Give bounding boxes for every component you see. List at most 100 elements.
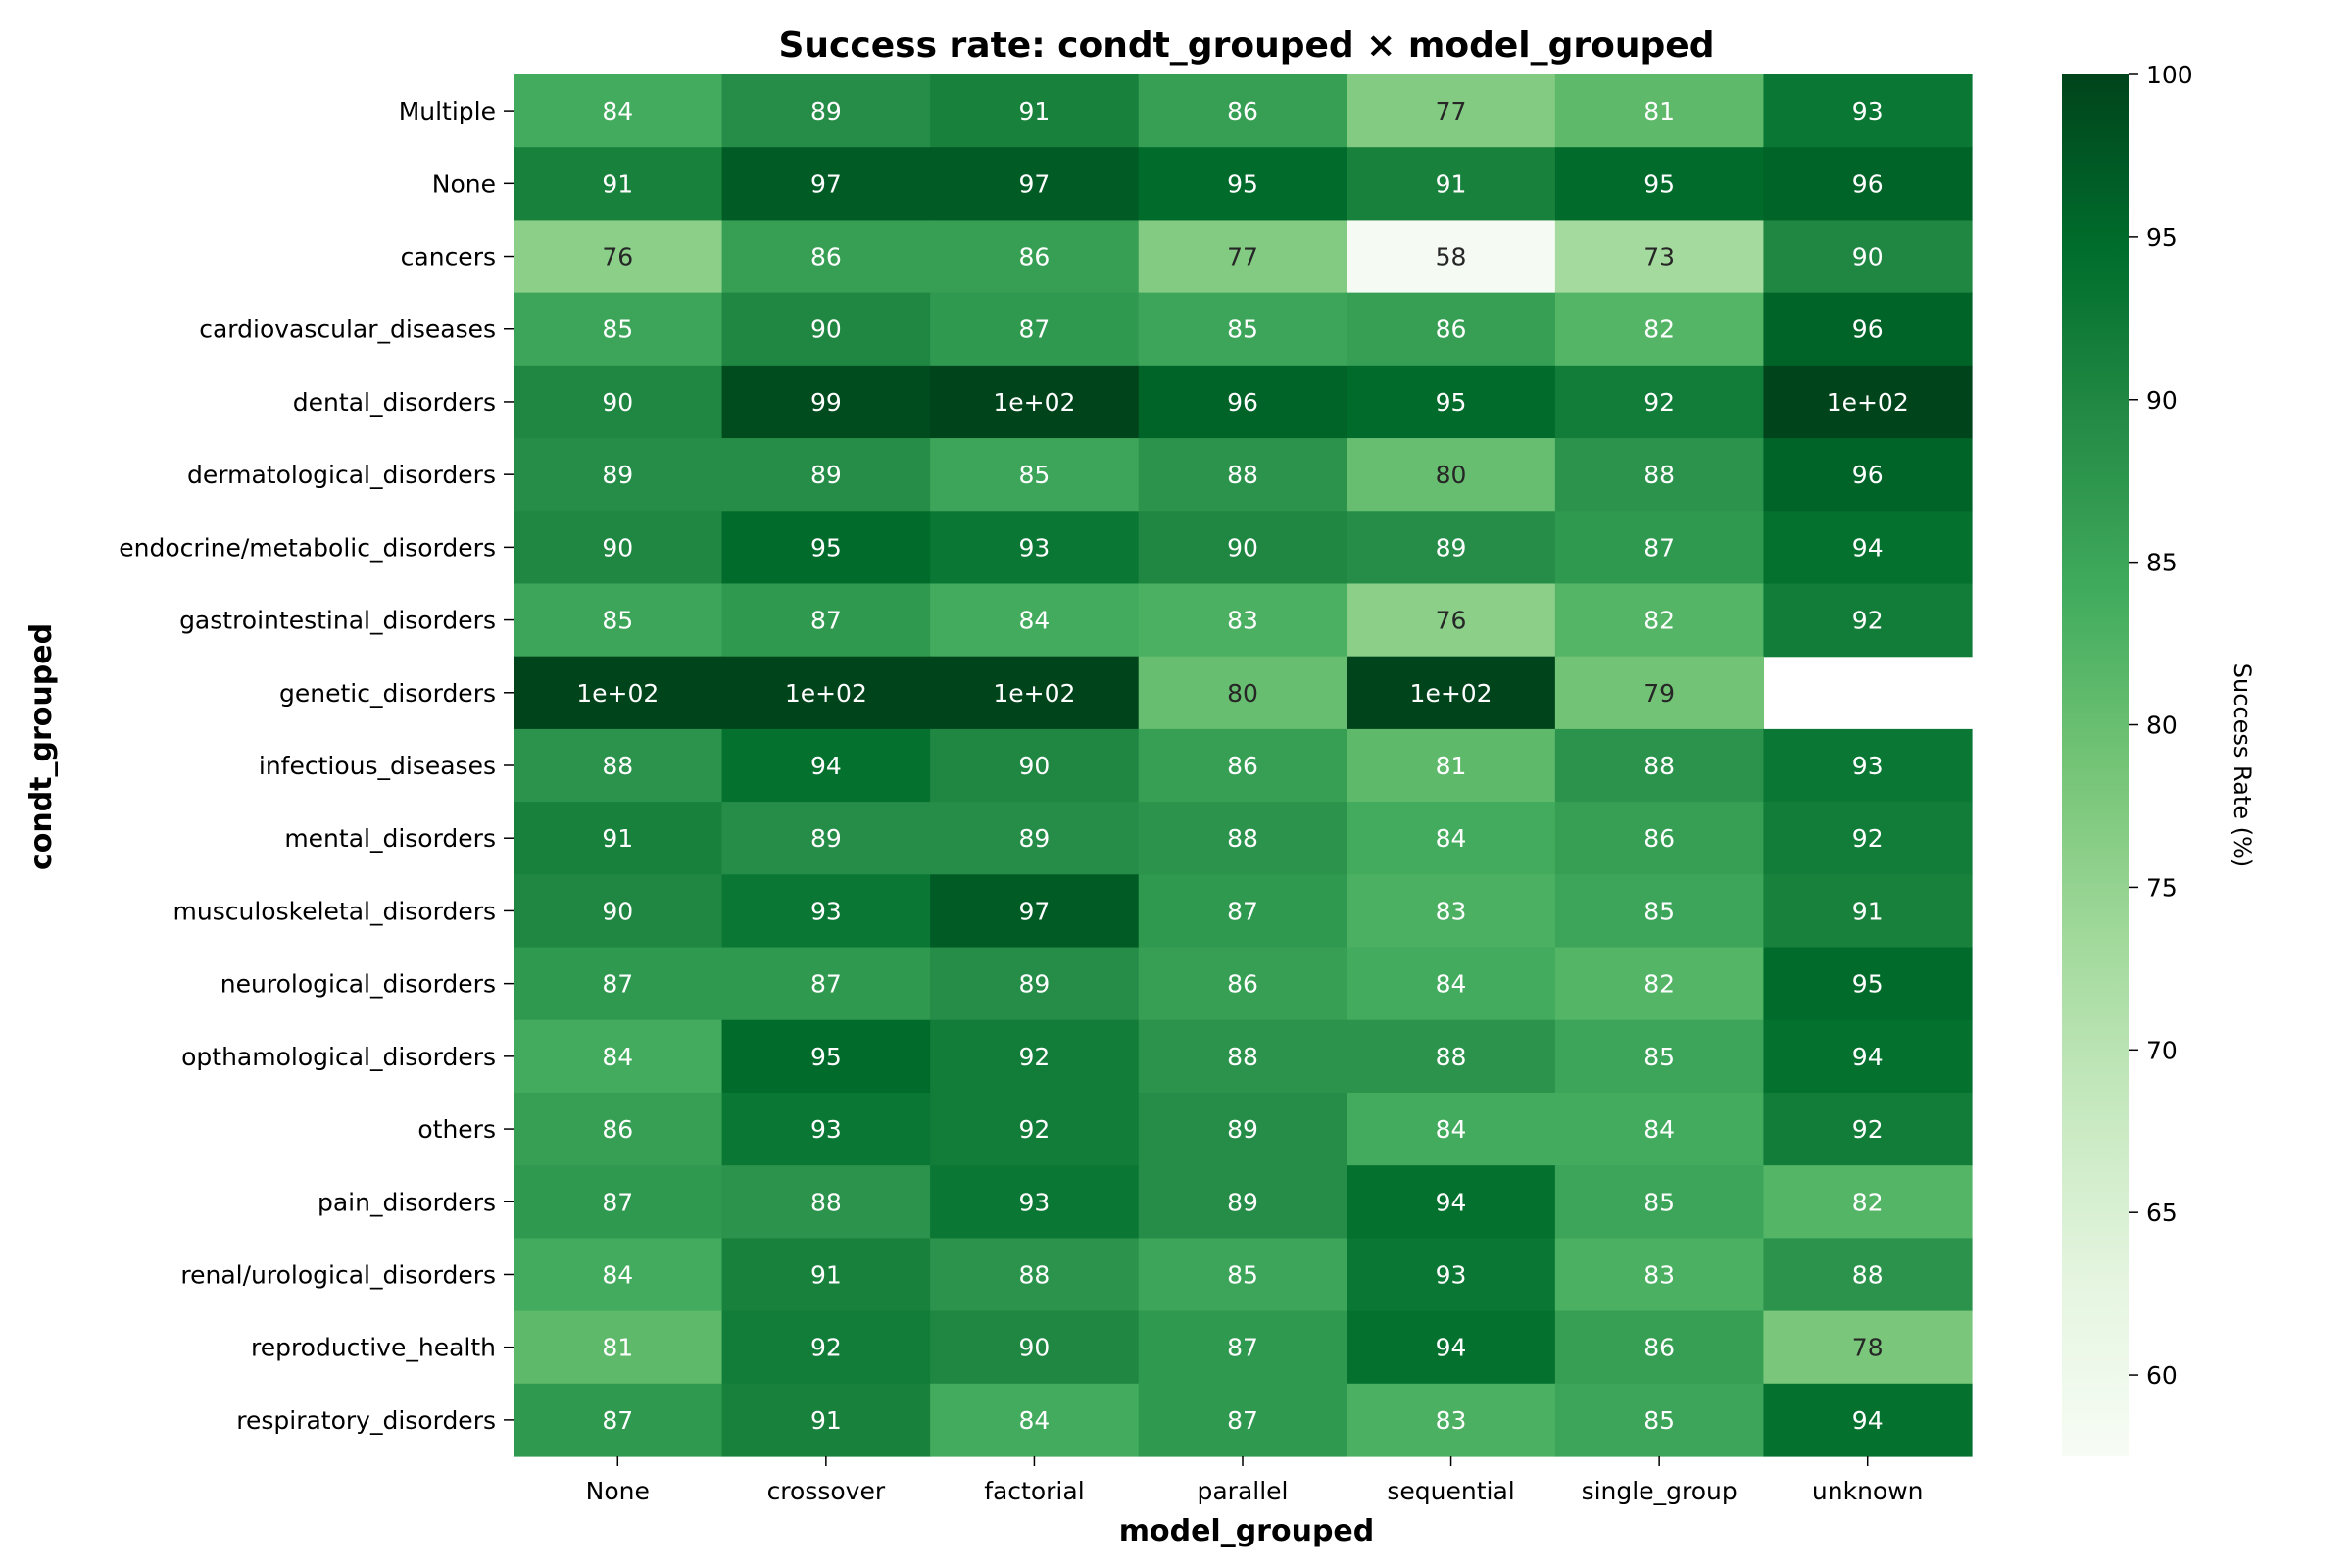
heatmap-cell	[514, 438, 723, 512]
heatmap-cell	[930, 583, 1140, 658]
heatmap-cell	[721, 1019, 931, 1094]
chart-title: Success rate: condt_grouped × model_grou…	[778, 25, 1714, 66]
cell-value-label: 88	[602, 752, 633, 780]
heatmap-cell	[721, 220, 931, 294]
heatmap-cell	[930, 1310, 1140, 1385]
heatmap-cell	[1138, 583, 1348, 658]
y-tick-label: cardiovascular_diseases	[199, 316, 496, 344]
heatmap-cell	[514, 365, 723, 439]
x-tick-label: factorial	[984, 1477, 1084, 1505]
cell-value-label: 94	[1852, 1043, 1884, 1071]
y-tick-label: respiratory_disorders	[236, 1406, 496, 1435]
y-axis-label: condt_grouped	[24, 623, 59, 870]
heatmap-cell	[1554, 147, 1765, 221]
cell-value-label: 86	[1227, 97, 1258, 125]
cell-value-label: 85	[1019, 461, 1051, 489]
cell-value-label: 84	[1019, 1406, 1051, 1435]
cell-value-label: 99	[810, 388, 842, 416]
cell-value-label: 93	[1852, 97, 1884, 125]
cell-value-label: 79	[1643, 679, 1675, 708]
cell-value-label: 1e+02	[1410, 679, 1493, 708]
colorbar	[2062, 74, 2129, 1456]
y-tick-label: Multiple	[399, 97, 496, 125]
heatmap-cell	[1347, 656, 1556, 730]
heatmap-cell	[1763, 874, 1973, 949]
cell-value-label: 97	[1019, 170, 1051, 198]
heatmap-cell	[930, 438, 1140, 512]
cell-value-label: 92	[1019, 1043, 1051, 1071]
cell-value-label: 94	[1436, 1188, 1467, 1216]
cell-value-label: 81	[1643, 97, 1675, 125]
heatmap-cell	[514, 583, 723, 658]
heatmap-cell	[1138, 947, 1348, 1021]
cell-value-label: 84	[602, 1043, 633, 1071]
cell-value-label: 77	[1436, 97, 1467, 125]
heatmap-cell	[721, 728, 931, 803]
cell-value-label: 1e+02	[785, 679, 867, 708]
colorbar-tick-label: 95	[2146, 223, 2178, 252]
colorbar-tick-label: 75	[2146, 873, 2178, 902]
x-tick-label: crossover	[767, 1477, 886, 1505]
cell-value-label: 85	[1643, 1043, 1675, 1071]
cell-value-label: 78	[1852, 1334, 1884, 1362]
heatmap-cell	[1763, 147, 1973, 221]
heatmap-cell	[1763, 220, 1973, 294]
heatmap-cell	[1138, 292, 1348, 367]
y-tick-label: reproductive_health	[251, 1334, 496, 1362]
heatmap-cell	[1138, 1092, 1348, 1166]
heatmap-cell	[1763, 947, 1973, 1021]
heatmap-cell	[1554, 1310, 1765, 1385]
heatmap-cell	[1347, 583, 1556, 658]
cell-value-label: 93	[810, 897, 842, 925]
cell-value-label: 93	[1019, 533, 1051, 562]
heatmap-cell	[1347, 1092, 1556, 1166]
cell-value-label: 91	[602, 824, 633, 853]
cell-value-label: 84	[1643, 1115, 1675, 1144]
heatmap-cell	[1554, 365, 1765, 439]
cell-value-label: 92	[1852, 1115, 1884, 1144]
heatmap-cell	[930, 147, 1140, 221]
cell-value-label: 97	[1019, 897, 1051, 925]
cell-value-label: 92	[1852, 824, 1884, 853]
heatmap-cell	[721, 583, 931, 658]
cell-value-label: 93	[1019, 1188, 1051, 1216]
cell-value-label: 90	[602, 388, 633, 416]
y-tick-label: renal/urological_disorders	[180, 1260, 496, 1289]
heatmap-cell	[1138, 1310, 1348, 1385]
cell-value-label: 94	[1852, 1406, 1884, 1435]
x-tick-label: single_group	[1582, 1477, 1738, 1505]
heatmap-cell	[1138, 511, 1348, 585]
heatmap-cell	[1138, 656, 1348, 730]
cell-value-label: 88	[1227, 461, 1258, 489]
heatmap-cell	[1763, 1165, 1973, 1239]
heatmap-cell	[1138, 1383, 1348, 1457]
heatmap-cell	[930, 1165, 1140, 1239]
heatmap-cell	[930, 874, 1140, 949]
cell-value-label: 95	[810, 533, 842, 562]
cell-value-label: 94	[1852, 533, 1884, 562]
cell-value-label: 89	[810, 824, 842, 853]
cell-value-label: 84	[602, 97, 633, 125]
heatmap-cell	[1347, 147, 1556, 221]
heatmap-cell	[1763, 583, 1973, 658]
y-tick-label: musculoskeletal_disorders	[173, 897, 496, 925]
heatmap-cell	[1554, 220, 1765, 294]
cell-value-label: 97	[810, 170, 842, 198]
cell-value-label: 88	[1227, 824, 1258, 853]
heatmap-cell	[930, 74, 1140, 148]
heatmap-cell	[514, 74, 723, 148]
cell-value-label: 86	[1643, 824, 1675, 853]
heatmap-cell	[1554, 874, 1765, 949]
cell-value-label: 94	[810, 752, 842, 780]
heatmap-cell	[721, 947, 931, 1021]
heatmap-cell	[1554, 438, 1765, 512]
cell-value-label: 91	[810, 1260, 842, 1289]
heatmap-cell	[1138, 802, 1348, 875]
cell-value-label: 92	[1643, 388, 1675, 416]
heatmap-cell	[1138, 1019, 1348, 1094]
heatmap-cell	[514, 874, 723, 949]
heatmap-cell	[1138, 365, 1348, 439]
heatmap-cell	[1138, 874, 1348, 949]
cell-value-label: 84	[1436, 824, 1467, 853]
